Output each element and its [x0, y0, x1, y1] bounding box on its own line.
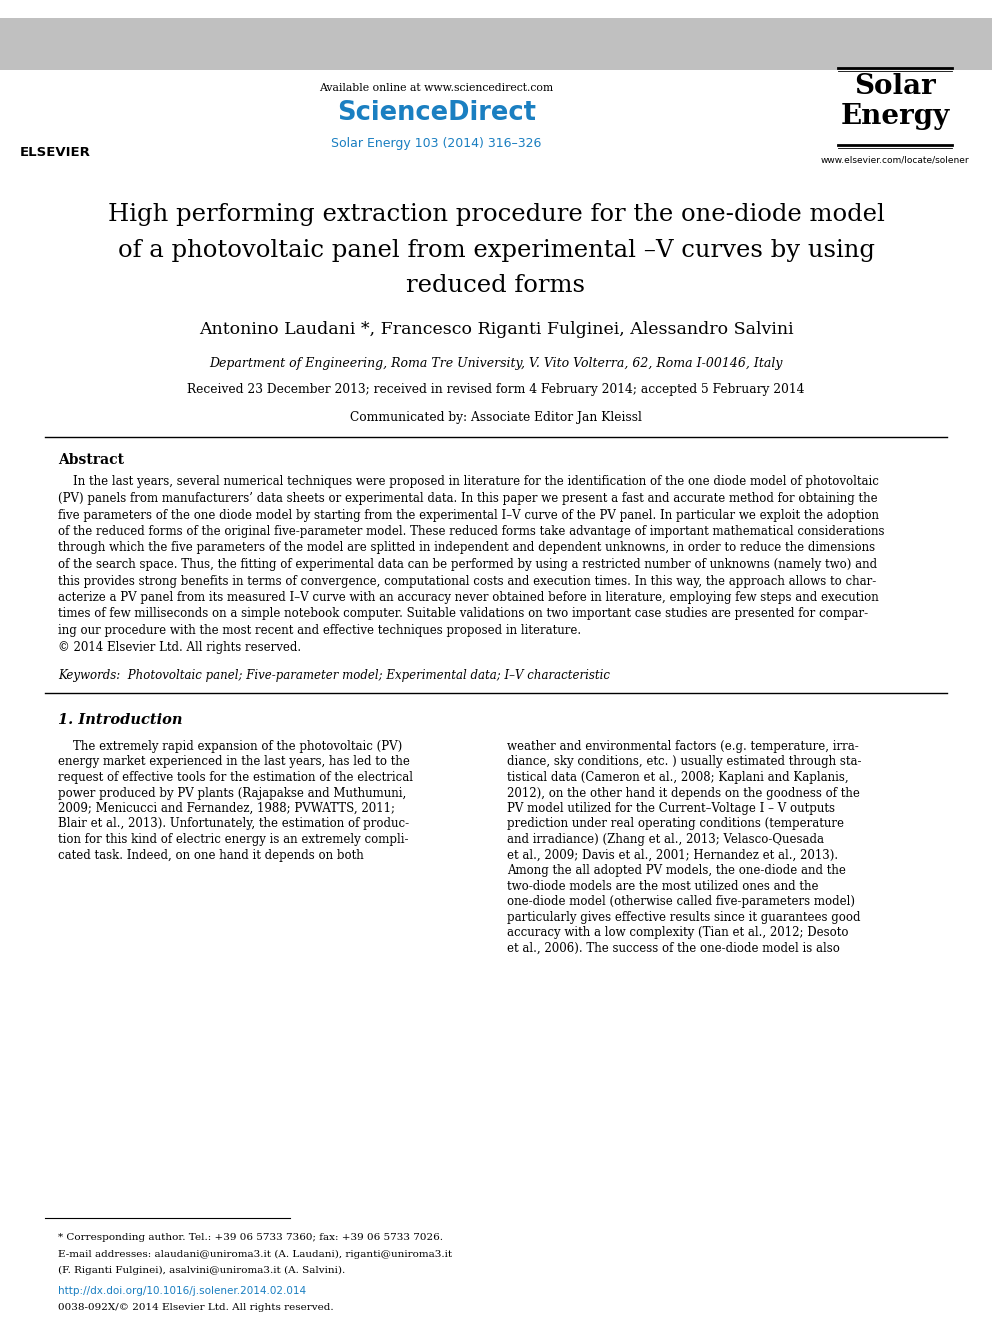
Text: one-diode model (otherwise called five-parameters model): one-diode model (otherwise called five-p…: [507, 894, 855, 908]
Text: Received 23 December 2013; received in revised form 4 February 2014; accepted 5 : Received 23 December 2013; received in r…: [187, 384, 805, 397]
Text: weather and environmental factors (e.g. temperature, irra-: weather and environmental factors (e.g. …: [507, 740, 859, 753]
Text: Solar Energy 103 (2014) 316–326: Solar Energy 103 (2014) 316–326: [331, 136, 542, 149]
Text: diance, sky conditions, etc. ) usually estimated through sta-: diance, sky conditions, etc. ) usually e…: [507, 755, 861, 769]
Text: prediction under real operating conditions (temperature: prediction under real operating conditio…: [507, 818, 844, 831]
Text: tistical data (Cameron et al., 2008; Kaplani and Kaplanis,: tistical data (Cameron et al., 2008; Kap…: [507, 771, 848, 785]
Text: particularly gives effective results since it guarantees good: particularly gives effective results sin…: [507, 910, 860, 923]
Text: cated task. Indeed, on one hand it depends on both: cated task. Indeed, on one hand it depen…: [58, 848, 364, 861]
Text: of the search space. Thus, the fitting of experimental data can be performed by : of the search space. Thus, the fitting o…: [58, 558, 877, 572]
Text: (PV) panels from manufacturers’ data sheets or experimental data. In this paper : (PV) panels from manufacturers’ data she…: [58, 492, 878, 505]
Text: acterize a PV panel from its measured I–V curve with an accuracy never obtained : acterize a PV panel from its measured I–…: [58, 591, 879, 605]
Text: of the reduced forms of the original five-parameter model. These reduced forms t: of the reduced forms of the original fiv…: [58, 525, 885, 538]
Text: Blair et al., 2013). Unfortunately, the estimation of produc-: Blair et al., 2013). Unfortunately, the …: [58, 818, 409, 831]
Text: ScienceDirect: ScienceDirect: [337, 101, 536, 126]
Text: Abstract: Abstract: [58, 452, 124, 467]
Text: Energy: Energy: [840, 103, 949, 131]
Text: The extremely rapid expansion of the photovoltaic (PV): The extremely rapid expansion of the pho…: [58, 740, 402, 753]
Text: 0038-092X/© 2014 Elsevier Ltd. All rights reserved.: 0038-092X/© 2014 Elsevier Ltd. All right…: [58, 1303, 333, 1311]
Text: © 2014 Elsevier Ltd. All rights reserved.: © 2014 Elsevier Ltd. All rights reserved…: [58, 640, 302, 654]
Text: accuracy with a low complexity (Tian et al., 2012; Desoto: accuracy with a low complexity (Tian et …: [507, 926, 848, 939]
Text: energy market experienced in the last years, has led to the: energy market experienced in the last ye…: [58, 755, 410, 769]
Text: reduced forms: reduced forms: [407, 274, 585, 296]
Text: of a photovoltaic panel from experimental –V curves by using: of a photovoltaic panel from experimenta…: [117, 238, 875, 262]
Text: this provides strong benefits in terms of convergence, computational costs and e: this provides strong benefits in terms o…: [58, 574, 876, 587]
Text: and irradiance) (Zhang et al., 2013; Velasco-Quesada: and irradiance) (Zhang et al., 2013; Vel…: [507, 833, 824, 845]
Text: five parameters of the one diode model by starting from the experimental I–V cur: five parameters of the one diode model b…: [58, 508, 879, 521]
Text: times of few milliseconds on a simple notebook computer. Suitable validations on: times of few milliseconds on a simple no…: [58, 607, 868, 620]
Text: High performing extraction procedure for the one-diode model: High performing extraction procedure for…: [107, 204, 885, 226]
Text: 1. Introduction: 1. Introduction: [58, 713, 183, 728]
Text: (F. Riganti Fulginei), asalvini@uniroma3.it (A. Salvini).: (F. Riganti Fulginei), asalvini@uniroma3…: [58, 1265, 345, 1274]
Text: PV model utilized for the Current–Voltage I – V outputs: PV model utilized for the Current–Voltag…: [507, 802, 835, 815]
Text: through which the five parameters of the model are splitted in independent and d: through which the five parameters of the…: [58, 541, 875, 554]
Text: Communicated by: Associate Editor Jan Kleissl: Communicated by: Associate Editor Jan Kl…: [350, 411, 642, 425]
Text: http://dx.doi.org/10.1016/j.solener.2014.02.014: http://dx.doi.org/10.1016/j.solener.2014…: [58, 1286, 307, 1297]
Text: Antonino Laudani *, Francesco Riganti Fulginei, Alessandro Salvini: Antonino Laudani *, Francesco Riganti Fu…: [198, 321, 794, 339]
Text: Department of Engineering, Roma Tre University, V. Vito Volterra, 62, Roma I-001: Department of Engineering, Roma Tre Univ…: [209, 356, 783, 369]
Text: Among the all adopted PV models, the one-diode and the: Among the all adopted PV models, the one…: [507, 864, 846, 877]
Text: et al., 2009; Davis et al., 2001; Hernandez et al., 2013).: et al., 2009; Davis et al., 2001; Hernan…: [507, 848, 838, 861]
Text: ELSEVIER: ELSEVIER: [20, 147, 90, 160]
Text: www.elsevier.com/locate/solener: www.elsevier.com/locate/solener: [820, 156, 969, 164]
Text: Available online at www.sciencedirect.com: Available online at www.sciencedirect.co…: [319, 83, 554, 93]
Text: 2012), on the other hand it depends on the goodness of the: 2012), on the other hand it depends on t…: [507, 786, 860, 799]
Bar: [0, 19, 992, 70]
Text: power produced by PV plants (Rajapakse and Muthumuni,: power produced by PV plants (Rajapakse a…: [58, 786, 407, 799]
Text: ing our procedure with the most recent and effective techniques proposed in lite: ing our procedure with the most recent a…: [58, 624, 581, 636]
Text: * Corresponding author. Tel.: +39 06 5733 7360; fax: +39 06 5733 7026.: * Corresponding author. Tel.: +39 06 573…: [58, 1233, 443, 1241]
Text: et al., 2006). The success of the one-diode model is also: et al., 2006). The success of the one-di…: [507, 942, 840, 954]
Text: tion for this kind of electric energy is an extremely compli-: tion for this kind of electric energy is…: [58, 833, 409, 845]
Text: Solar: Solar: [854, 74, 935, 101]
Text: E-mail addresses: alaudani@uniroma3.it (A. Laudani), riganti@uniroma3.it: E-mail addresses: alaudani@uniroma3.it (…: [58, 1249, 452, 1258]
Text: In the last years, several numerical techniques were proposed in literature for : In the last years, several numerical tec…: [58, 475, 879, 488]
Text: two-diode models are the most utilized ones and the: two-diode models are the most utilized o…: [507, 880, 818, 893]
Text: Keywords:  Photovoltaic panel; Five-parameter model; Experimental data; I–V char: Keywords: Photovoltaic panel; Five-param…: [58, 669, 610, 681]
Text: 2009; Menicucci and Fernandez, 1988; PVWATTS, 2011;: 2009; Menicucci and Fernandez, 1988; PVW…: [58, 802, 395, 815]
Text: request of effective tools for the estimation of the electrical: request of effective tools for the estim…: [58, 771, 413, 785]
